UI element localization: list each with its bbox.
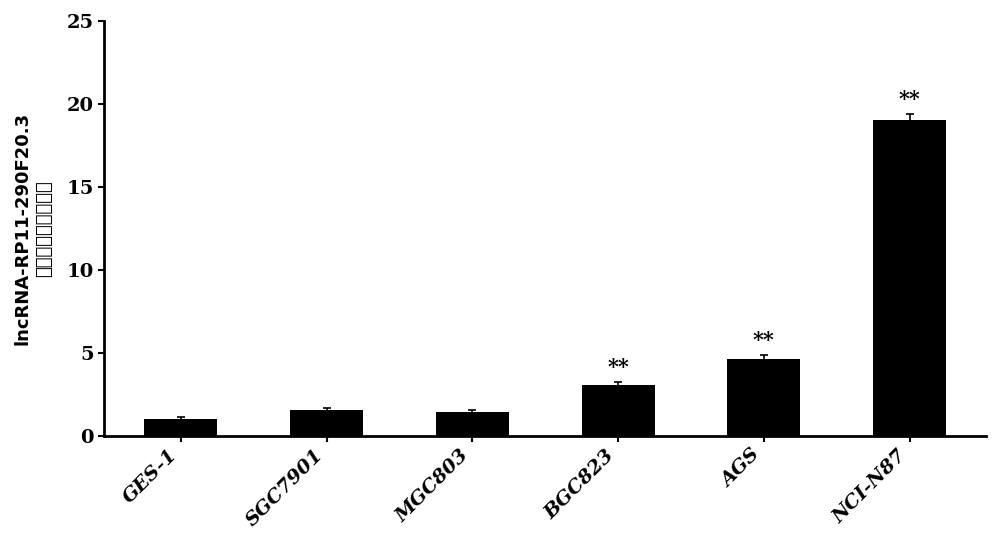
Text: **: ** (899, 89, 920, 109)
Text: **: ** (607, 357, 629, 377)
Text: **: ** (753, 330, 775, 350)
Bar (582, 385, 655, 436)
Bar (873, 120, 946, 436)
Bar (290, 410, 363, 436)
Y-axis label: lncRNA-RP11-290F20.3
表达水平升高的倍数: lncRNA-RP11-290F20.3 表达水平升高的倍数 (14, 112, 53, 345)
Bar (144, 419, 217, 436)
Bar (727, 360, 800, 436)
Bar (436, 412, 509, 436)
